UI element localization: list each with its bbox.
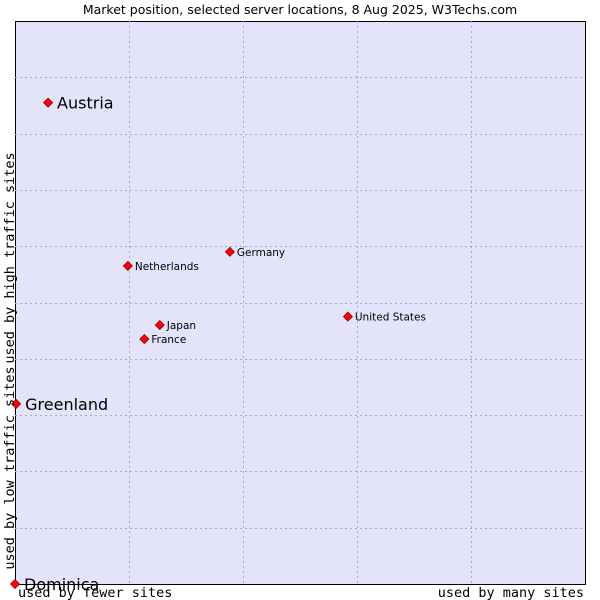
point-label-france: France [151,334,186,346]
y-axis-label-bottom: used by low traffic sites [2,366,18,569]
point-marker-dominica [9,578,21,590]
point-label-japan: Japan [166,320,196,332]
point-marker-greenland [11,398,22,409]
x-axis-label-left: used by fewer sites [18,585,172,600]
point-marker-germany [224,246,235,257]
y-axis-label-top: used by high traffic sites [2,152,18,363]
x-axis-label-right: used by many sites [438,585,584,600]
point-marker-netherlands [122,260,133,271]
point-label-united-states: United States [355,312,426,324]
point-marker-japan [154,319,165,331]
point-marker-united-states [342,311,353,322]
point-label-greenland: Greenland [25,395,108,414]
chart-title: Market position, selected server locatio… [83,2,517,17]
point-label-dominica: Dominica [24,575,99,594]
point-label-netherlands: Netherlands [135,261,199,273]
point-label-germany: Germany [237,247,285,259]
point-marker-austria [42,97,54,108]
data-points: Austria Germany Netherlands United States Ja… [9,94,426,594]
point-marker-france [139,334,150,345]
grid-lines [15,21,585,584]
point-label-austria: Austria [57,94,114,113]
